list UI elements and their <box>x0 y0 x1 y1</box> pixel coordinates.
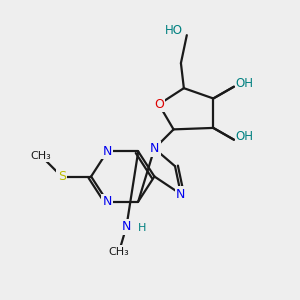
Text: CH₃: CH₃ <box>31 151 51 161</box>
Text: N: N <box>103 145 112 158</box>
Text: OH: OH <box>236 77 253 90</box>
Text: H: H <box>138 223 146 233</box>
Text: HO: HO <box>164 24 182 37</box>
Text: N: N <box>176 188 186 201</box>
Text: S: S <box>58 170 66 183</box>
Text: O: O <box>154 98 164 111</box>
Text: OH: OH <box>236 130 253 143</box>
Text: N: N <box>103 195 112 208</box>
Text: N: N <box>122 220 131 233</box>
Text: N: N <box>150 142 159 155</box>
Text: CH₃: CH₃ <box>109 247 130 256</box>
